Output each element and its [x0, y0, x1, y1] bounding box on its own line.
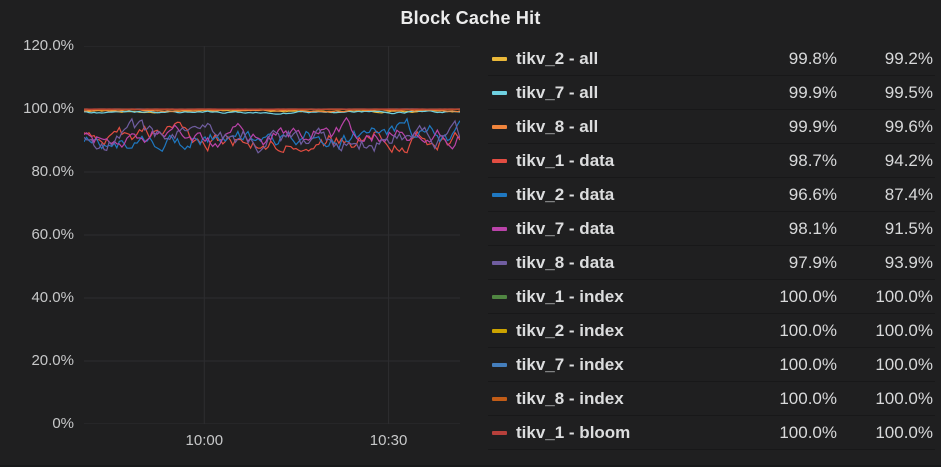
series-value-1: 100.0% — [779, 286, 837, 306]
y-axis-tick-label: 60.0% — [31, 226, 74, 243]
legend-row[interactable]: tikv_2 - index 100.0% 100.0% — [488, 314, 935, 348]
series-value-2: 100.0% — [875, 354, 933, 374]
series-value-2: 100.0% — [875, 388, 933, 408]
legend-row[interactable]: tikv_1 - data 98.7% 94.2% — [488, 144, 935, 178]
series-value-1: 99.9% — [788, 116, 837, 136]
series-name[interactable]: tikv_7 - data — [516, 218, 615, 238]
series-color-icon[interactable] — [492, 124, 507, 129]
x-axis-tick-label: 10:00 — [185, 432, 224, 449]
series-name[interactable]: tikv_2 - data — [516, 184, 615, 204]
series-value-2: 99.6% — [884, 116, 933, 136]
series-color-icon[interactable] — [492, 192, 507, 197]
legend: tikv_2 - all 99.8% 99.2% tikv_7 - all 99.9% 9… — [488, 42, 935, 450]
series-value-1: 100.0% — [779, 388, 837, 408]
panel-title[interactable]: Block Cache Hit — [400, 8, 541, 28]
series-value-2: 100.0% — [875, 422, 933, 442]
series-line — [84, 117, 460, 154]
series-name[interactable]: tikv_7 - all — [516, 82, 599, 102]
series-value-2: 99.5% — [884, 82, 933, 102]
series-name[interactable]: tikv_2 - index — [516, 320, 624, 340]
series-value-1: 96.6% — [788, 184, 837, 204]
legend-row[interactable]: tikv_2 - all 99.8% 99.2% — [488, 42, 935, 76]
series-name[interactable]: tikv_8 - all — [516, 116, 599, 136]
series-color-icon[interactable] — [492, 260, 507, 265]
series-line — [84, 110, 460, 115]
series-value-1: 100.0% — [779, 354, 837, 374]
y-axis-tick-label: 120.0% — [23, 37, 74, 54]
series-name[interactable]: tikv_1 - data — [516, 150, 615, 170]
series-value-2: 100.0% — [875, 286, 933, 306]
legend-row[interactable]: tikv_8 - all 99.9% 99.6% — [488, 110, 935, 144]
legend-row[interactable]: tikv_7 - all 99.9% 99.5% — [488, 76, 935, 110]
legend-row[interactable]: tikv_2 - data 96.6% 87.4% — [488, 178, 935, 212]
series-color-icon[interactable] — [492, 396, 507, 401]
y-axis-tick-label: 40.0% — [31, 289, 74, 306]
series-line — [84, 108, 460, 113]
series-name[interactable]: tikv_1 - bloom — [516, 422, 631, 442]
y-axis-tick-label: 80.0% — [31, 163, 74, 180]
series-value-1: 99.8% — [788, 48, 837, 68]
series-color-icon[interactable] — [492, 56, 507, 61]
y-axis-tick-label: 20.0% — [31, 352, 74, 369]
series-value-1: 100.0% — [779, 320, 837, 340]
chart-plot-area[interactable] — [84, 46, 460, 424]
series-value-1: 99.9% — [788, 82, 837, 102]
series-name[interactable]: tikv_8 - data — [516, 252, 615, 272]
series-color-icon[interactable] — [492, 328, 507, 333]
series-value-1: 98.1% — [788, 218, 837, 238]
series-color-icon[interactable] — [492, 294, 507, 299]
chart-canvas[interactable] — [84, 46, 460, 424]
series-value-2: 99.2% — [884, 48, 933, 68]
series-value-2: 91.5% — [884, 218, 933, 238]
legend-row[interactable]: tikv_1 - index 100.0% 100.0% — [488, 280, 935, 314]
legend-row[interactable]: tikv_7 - data 98.1% 91.5% — [488, 212, 935, 246]
series-value-1: 97.9% — [788, 252, 837, 272]
series-value-1: 100.0% — [779, 422, 837, 442]
legend-row[interactable]: tikv_7 - index 100.0% 100.0% — [488, 348, 935, 382]
series-line — [84, 116, 460, 150]
series-value-1: 98.7% — [788, 150, 837, 170]
x-axis-tick-label: 10:30 — [369, 432, 408, 449]
legend-row[interactable]: tikv_8 - index 100.0% 100.0% — [488, 382, 935, 416]
y-axis-tick-label: 100.0% — [23, 100, 74, 117]
series-name[interactable]: tikv_2 - all — [516, 48, 599, 68]
series-color-icon[interactable] — [492, 362, 507, 367]
series-value-2: 100.0% — [875, 320, 933, 340]
series-color-icon[interactable] — [492, 90, 507, 95]
series-name[interactable]: tikv_1 - index — [516, 286, 624, 306]
legend-row[interactable]: tikv_1 - bloom 100.0% 100.0% — [488, 416, 935, 450]
series-name[interactable]: tikv_8 - index — [516, 388, 624, 408]
series-color-icon[interactable] — [492, 226, 507, 231]
series-value-2: 93.9% — [884, 252, 933, 272]
y-axis-tick-label: 0% — [52, 415, 74, 432]
series-line — [84, 121, 460, 154]
series-value-2: 94.2% — [884, 150, 933, 170]
series-value-2: 87.4% — [884, 184, 933, 204]
legend-row[interactable]: tikv_8 - data 97.9% 93.9% — [488, 246, 935, 280]
series-color-icon[interactable] — [492, 430, 507, 435]
series-name[interactable]: tikv_7 - index — [516, 354, 624, 374]
series-color-icon[interactable] — [492, 158, 507, 163]
